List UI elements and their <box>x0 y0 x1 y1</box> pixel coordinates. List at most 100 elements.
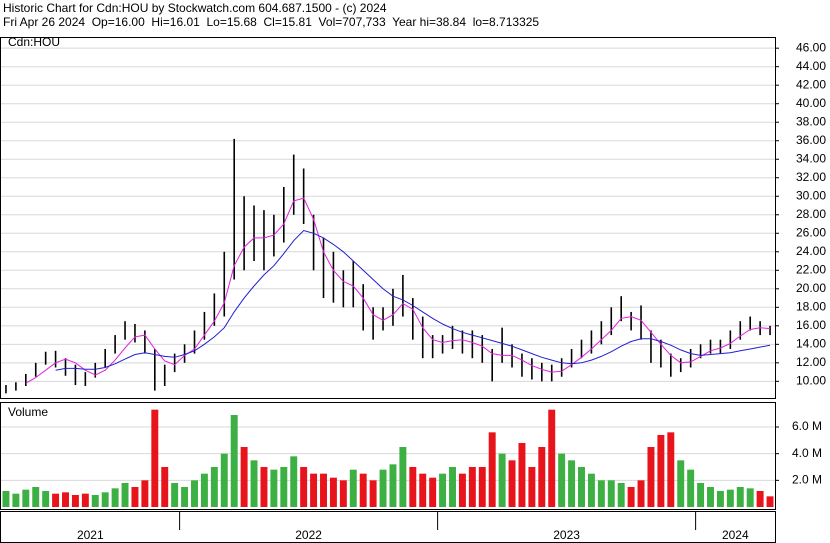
volume-bar <box>667 432 675 507</box>
y-tick-label: 20.00 <box>796 281 826 295</box>
volume-bar <box>270 469 278 507</box>
price-panel <box>0 37 776 399</box>
volume-bar <box>161 467 169 507</box>
volume-bar <box>12 493 20 507</box>
volume-bar <box>121 483 129 507</box>
volume-bar <box>766 496 774 507</box>
volume-bar <box>439 473 447 507</box>
volume-bar <box>240 447 248 507</box>
volume-bar <box>647 447 655 507</box>
y-tick-label: 22.00 <box>796 262 826 276</box>
volume-bar <box>250 460 258 507</box>
y-tick-label: 28.00 <box>796 207 826 221</box>
volume-bar <box>91 495 99 507</box>
volume-bar <box>369 480 377 507</box>
volume-bar <box>151 409 159 507</box>
y-tick-label: 14.00 <box>796 336 826 350</box>
volume-bar <box>558 453 566 507</box>
volume-bar <box>458 473 466 507</box>
volume-bar <box>756 491 764 507</box>
volume-bar <box>260 467 268 507</box>
volume-bar <box>220 453 228 507</box>
volume-bar <box>141 480 149 507</box>
x-tick-label: 2021 <box>77 528 104 542</box>
volume-bar <box>548 409 556 507</box>
volume-bar <box>429 477 437 507</box>
volume-bar <box>697 483 705 507</box>
y-tick-label: 16.00 <box>796 318 826 332</box>
y2-tick-label: 6.0 M <box>792 419 822 433</box>
volume-bar <box>310 473 318 507</box>
volume-bar <box>508 460 516 507</box>
volume-bar <box>587 473 595 507</box>
volume-bar <box>707 487 714 507</box>
volume-bar <box>449 467 456 507</box>
volume-bar <box>2 491 10 507</box>
volume-bar <box>399 447 407 507</box>
volume-bar <box>171 483 179 507</box>
volume-bar <box>389 464 397 507</box>
volume-bar <box>339 480 347 507</box>
y2-tick-label: 4.0 M <box>792 446 822 460</box>
volume-bar <box>349 469 357 507</box>
volume-bar <box>230 415 238 507</box>
volume-bar <box>657 435 665 507</box>
volume-bar <box>726 489 734 507</box>
y-tick-label: 12.00 <box>796 355 826 369</box>
moving-average-short <box>25 197 771 384</box>
x-tick-label: 2023 <box>553 528 580 542</box>
volume-bar <box>687 469 695 507</box>
x-tick-label: 2024 <box>722 528 749 542</box>
y-tick-label: 44.00 <box>796 59 826 73</box>
volume-bar <box>677 460 685 507</box>
volume-bar <box>300 467 308 507</box>
volume-bar <box>607 480 615 507</box>
volume-bar <box>81 493 89 507</box>
y-tick-label: 10.00 <box>796 374 826 388</box>
volume-bar <box>290 456 298 507</box>
volume-bar <box>62 492 69 507</box>
y-tick-label: 24.00 <box>796 244 826 258</box>
chart-subtitle: Fri Apr 26 2024 Op=16.00 Hi=16.01 Lo=15.… <box>3 15 539 29</box>
y-tick-label: 42.00 <box>796 77 826 91</box>
y-tick-label: 38.00 <box>796 114 826 128</box>
x-tick-label: 2022 <box>295 528 322 542</box>
volume-bar <box>637 480 645 507</box>
y-tick-label: 34.00 <box>796 151 826 165</box>
grid <box>1 47 775 481</box>
volume-bar <box>518 443 526 507</box>
volume-bar <box>478 467 486 507</box>
volume-bar <box>210 467 218 507</box>
volume-bar <box>111 488 119 507</box>
moving-average-long <box>55 229 771 371</box>
volume-bar <box>419 473 427 507</box>
volume-panel <box>0 402 776 510</box>
volume-bar <box>538 447 546 507</box>
volume-bar <box>597 480 605 507</box>
volume-bar <box>52 493 60 507</box>
volume-bar <box>568 460 576 507</box>
volume-bar <box>280 467 288 507</box>
chart-title: Historic Chart for Cdn:HOU by Stockwatch… <box>3 1 387 15</box>
volume-bar <box>617 483 625 507</box>
volume-bar <box>528 467 536 507</box>
y-tick-label: 36.00 <box>796 133 826 147</box>
volume-bar <box>379 469 387 507</box>
volume-bar <box>329 477 337 507</box>
volume-bar <box>746 488 754 507</box>
volume-bar <box>71 495 79 507</box>
y-tick-label: 18.00 <box>796 299 826 313</box>
volume-bar <box>101 492 109 507</box>
volume-bar <box>42 491 50 507</box>
y-tick-label: 26.00 <box>796 225 826 239</box>
volume-bar <box>716 491 724 507</box>
volume-bar <box>468 467 476 507</box>
volume-bar <box>200 473 208 507</box>
volume-bar <box>181 487 189 507</box>
volume-bar <box>578 467 585 507</box>
volume-bar <box>409 467 417 507</box>
symbol-label: Cdn:HOU <box>8 35 60 49</box>
y-tick-label: 32.00 <box>796 170 826 184</box>
